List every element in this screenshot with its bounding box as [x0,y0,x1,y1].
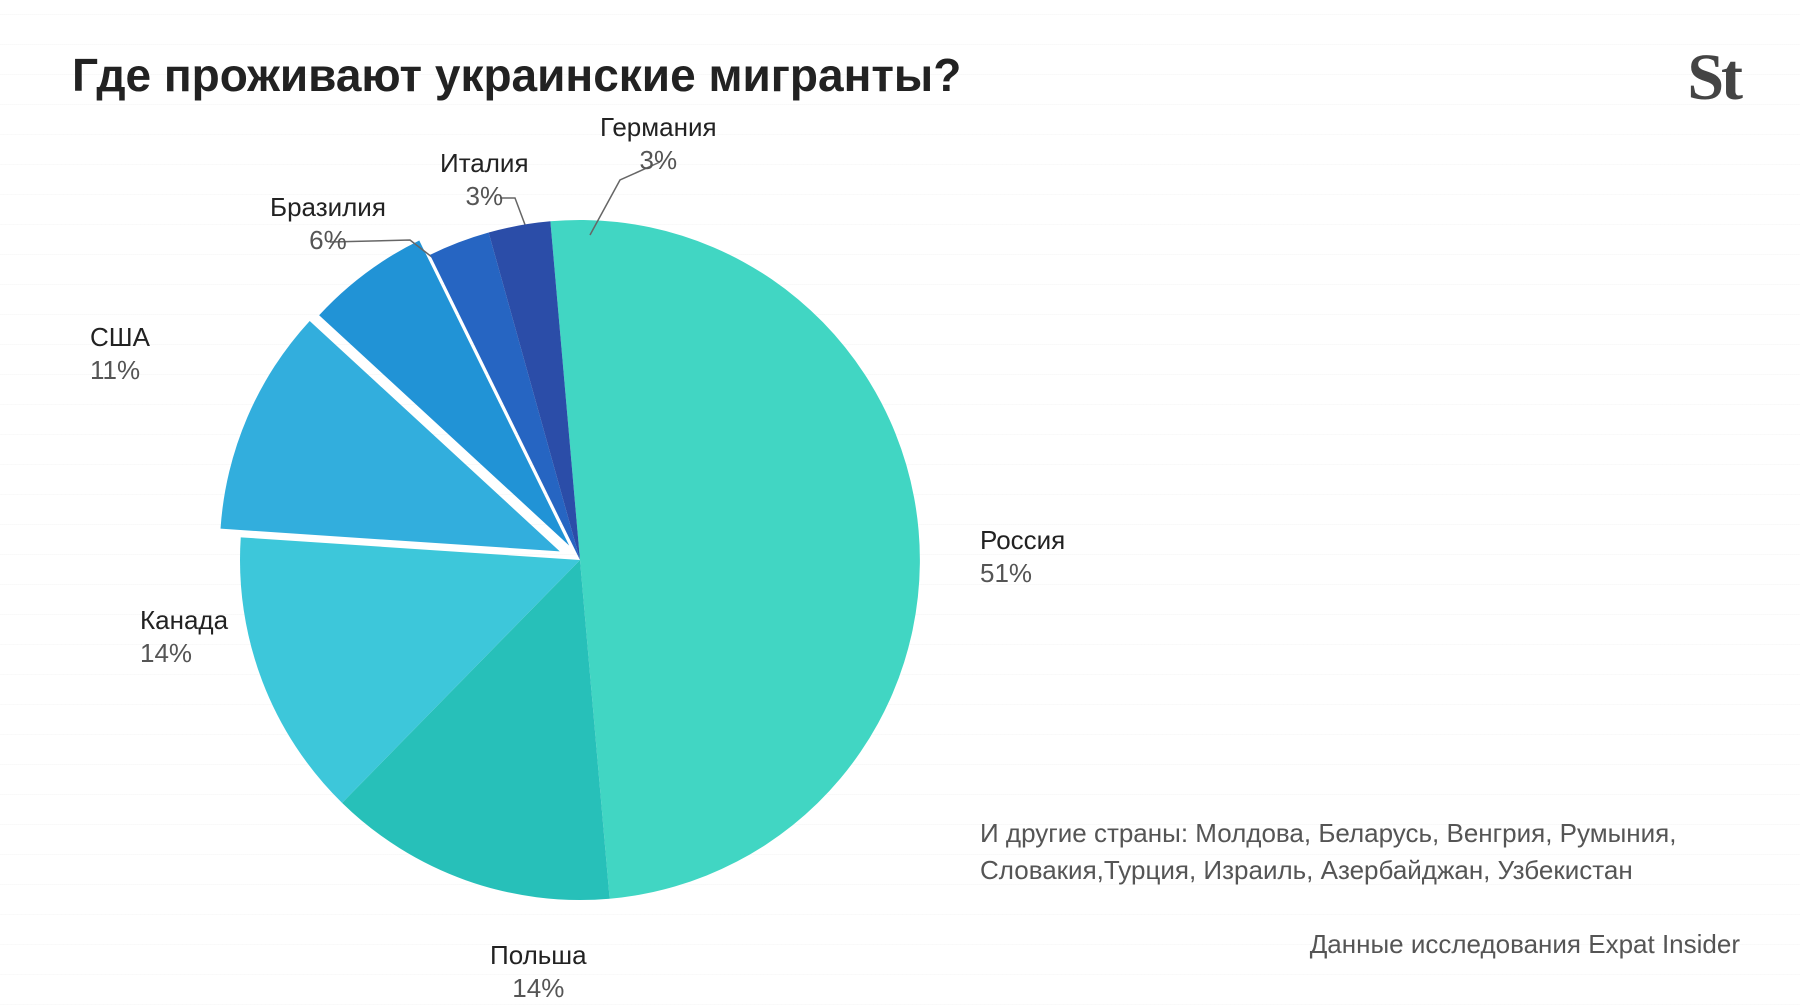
pie-slice [550,220,920,899]
slice-label: Германия3% [600,112,717,176]
slice-pct: 51% [980,558,1065,589]
pie-svg [120,140,1020,940]
slice-pct: 6% [270,225,386,256]
slice-label: Россия51% [980,525,1065,589]
slice-pct: 3% [440,181,529,212]
slice-name: Канада [140,605,228,636]
slice-name: США [90,322,150,353]
pie-chart: Россия51%Польша14%Канада14%США11%Бразили… [120,140,1020,940]
brand-logo: St [1687,40,1740,116]
slice-pct: 11% [90,355,150,386]
slice-name: Бразилия [270,192,386,223]
slice-label: Италия3% [440,148,529,212]
slice-pct: 14% [140,638,228,669]
slice-name: Россия [980,525,1065,556]
slice-label: США11% [90,322,150,386]
chart-title: Где проживают украинские мигранты? [72,48,961,102]
footnote-line-1: И другие страны: Молдова, Беларусь, Венг… [980,818,1676,848]
slice-label: Бразилия6% [270,192,386,256]
footnote: И другие страны: Молдова, Беларусь, Венг… [980,815,1740,888]
slice-pct: 3% [600,145,717,176]
slice-label: Канада14% [140,605,228,669]
slice-name: Италия [440,148,529,179]
slice-label: Польша14% [490,940,587,1004]
data-source: Данные исследования Expat Insider [1310,929,1740,960]
footnote-line-2: Словакия,Турция, Израиль, Азербайджан, У… [980,855,1633,885]
slice-pct: 14% [490,973,587,1004]
slice-name: Германия [600,112,717,143]
slice-name: Польша [490,940,587,971]
